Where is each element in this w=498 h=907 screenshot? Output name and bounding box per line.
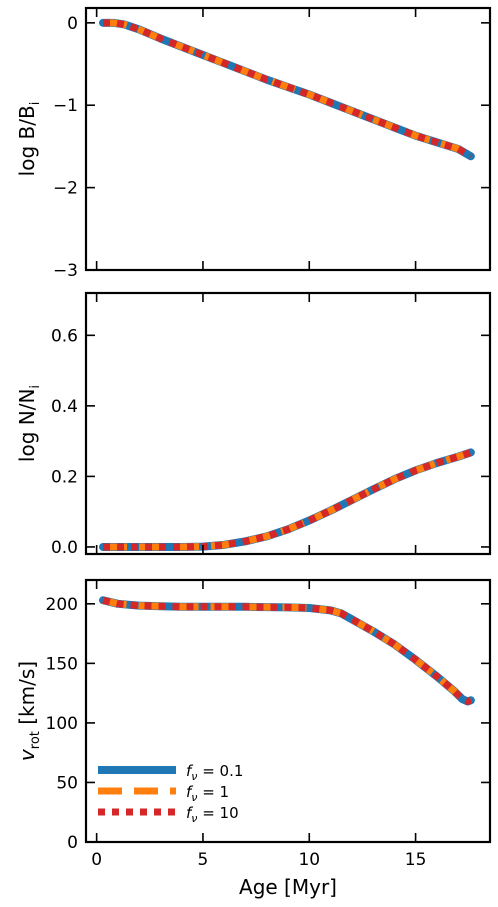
legend-label-2: fν = 1 <box>186 783 229 804</box>
series-line-3 <box>103 19 473 160</box>
y-tick-label: −1 <box>53 96 78 116</box>
axes-frame <box>84 6 492 272</box>
y-tick-label: 0.4 <box>51 397 78 417</box>
y-tick-label: 0 <box>67 833 78 853</box>
y-axis-label: log N/Ni <box>15 385 43 462</box>
x-tick-label: 10 <box>298 850 320 870</box>
y-tick-label: 150 <box>46 654 78 674</box>
series-line-1 <box>99 596 475 706</box>
y-tick-label: 200 <box>46 595 78 615</box>
panel-1: 0 −1 −2 −3 log B/Bi <box>15 6 492 281</box>
y-tick-label: 50 <box>56 773 78 793</box>
x-tick-label: 15 <box>405 850 427 870</box>
panel-2: 0.0 0.2 0.4 0.6 log N/Ni <box>15 291 492 558</box>
series-line-3 <box>102 596 473 705</box>
y-tick-label: −2 <box>53 179 78 199</box>
legend: fν = 0.1fν = 1fν = 10 <box>98 762 243 825</box>
x-tick-label: 5 <box>198 850 209 870</box>
y-axis-label: log B/Bi <box>15 102 43 177</box>
x-axis-label: Age [Myr] <box>239 875 337 899</box>
y-axis-label: vrot [km/s] <box>15 661 43 761</box>
axes-frame <box>84 578 492 844</box>
y-tick-label: 0.0 <box>51 538 78 558</box>
y-tick-label: 0 <box>67 14 78 34</box>
y-tick-label: 0.2 <box>51 467 78 487</box>
axes-frame <box>84 291 492 556</box>
legend-label-3: fν = 10 <box>186 804 239 825</box>
y-tick-label: 0.6 <box>51 326 78 346</box>
y-tick-label: 100 <box>46 714 78 734</box>
x-tick-label: 0 <box>91 850 102 870</box>
series-line-2 <box>102 596 473 705</box>
y-tick-label: −3 <box>53 261 78 281</box>
series-line-3 <box>103 449 472 551</box>
legend-label-1: fν = 0.1 <box>186 762 243 783</box>
